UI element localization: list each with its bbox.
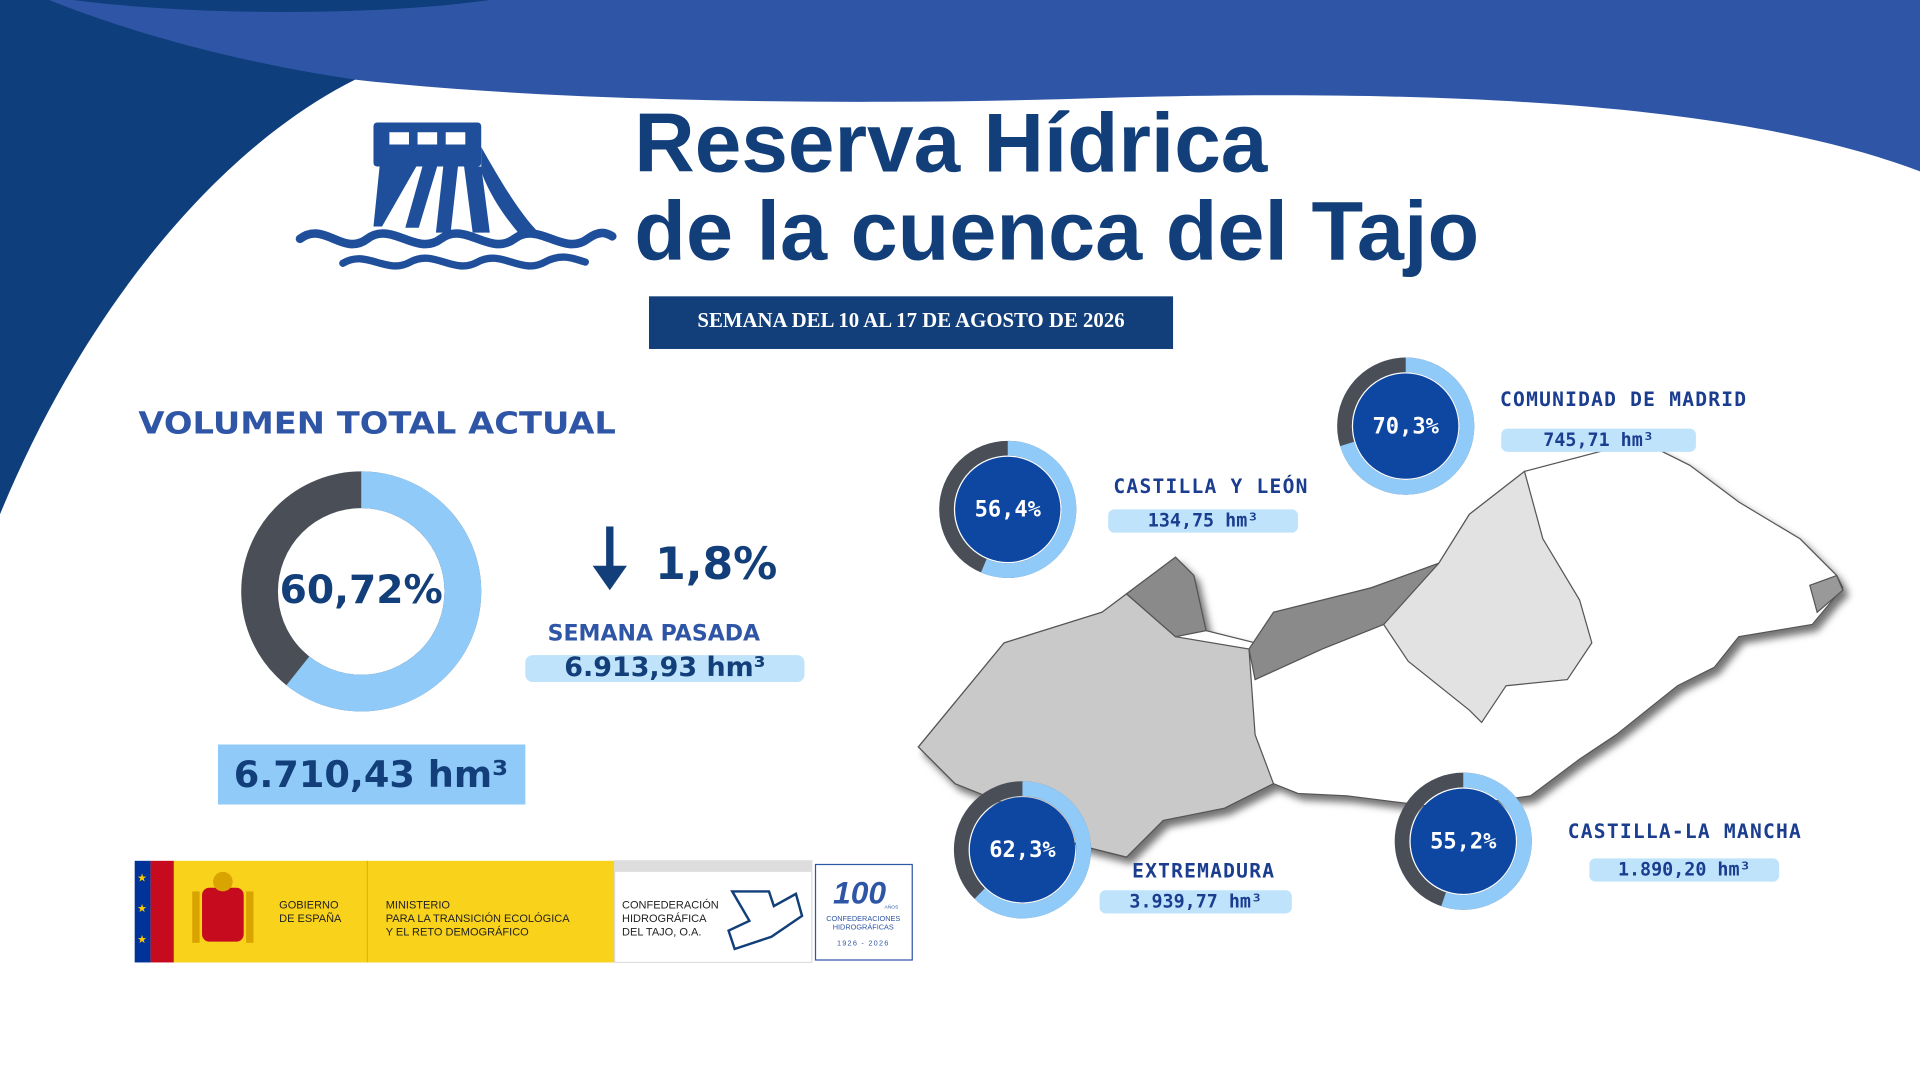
region-name: CASTILLA-LA MANCHA: [1568, 820, 1802, 843]
anniversary-number: 100: [833, 875, 886, 911]
anniversary-line-2: HIDROGRÁFICAS: [833, 922, 894, 931]
ministry-line-1: MINISTERIO: [386, 900, 451, 912]
region-volume-box: [1099, 890, 1292, 914]
background-dark: [0, 0, 392, 515]
confed-line-1: CONFEDERACIÓN: [622, 899, 719, 912]
region-name: EXTREMADURA: [1132, 859, 1275, 882]
region-name: COMUNIDAD DE MADRID: [1500, 388, 1747, 411]
svg-text:★: ★: [137, 903, 147, 915]
ministry-line-2: PARA LA TRANSICIÓN ECOLÓGICA: [386, 912, 571, 925]
gov-line-1: GOBIERNO: [279, 900, 339, 912]
anniversary-line-1: CONFEDERACIONES: [826, 914, 900, 923]
donut-label: 60,72%: [280, 568, 443, 613]
logo-strip: ★ ★ ★: [134, 860, 913, 964]
svg-text:★: ★: [137, 934, 147, 946]
anniversary-years: 1926 - 2026: [837, 938, 890, 947]
previous-volume: 6.913,93 hm³: [564, 652, 765, 683]
donut-center: [1353, 373, 1459, 479]
weekly-change: 1,8%: [655, 539, 777, 590]
donut-arc: [1340, 357, 1475, 495]
confed-line-2: HIDROGRÁFICA: [622, 912, 707, 925]
donut-arc: [286, 471, 482, 712]
anniversary-years-word: AÑOS: [885, 904, 900, 911]
total-volume-box: [217, 744, 526, 805]
donut-label: 56,4%: [975, 498, 1042, 523]
ministry-line-3: Y EL RETO DEMOGRÁFICO: [386, 926, 529, 939]
region-volume: 1.890,20 hm³: [1618, 860, 1751, 881]
title-line-1: Reserva Hídrica: [634, 96, 1268, 189]
map-east-piece: [1809, 574, 1844, 614]
down-arrow: [592, 526, 627, 591]
region-volume-box: [1108, 509, 1298, 533]
region-name: CASTILLA Y LEÓN: [1113, 474, 1308, 498]
svg-text:★: ★: [137, 873, 147, 885]
donut-center: [955, 456, 1061, 563]
donut-arc: [980, 440, 1077, 578]
region-volume: 3.939,77 hm³: [1129, 891, 1262, 912]
donut-label: 55,2%: [1430, 829, 1497, 854]
map-madrid: [1382, 470, 1593, 724]
week-box: [648, 296, 1174, 349]
dam-icon: [295, 122, 617, 270]
region-volume-box: [1501, 428, 1696, 452]
title-line-2: de la cuenca del Tajo: [634, 185, 1479, 278]
donut-arc: [1441, 772, 1532, 910]
donut-center: [969, 797, 1076, 903]
gov-line-2: DE ESPAÑA: [279, 912, 342, 925]
confed-line-3: DEL TAJO, O.A.: [622, 927, 701, 939]
map-castilla-leon-west: [1125, 556, 1207, 638]
total-heading: VOLUMEN TOTAL ACTUAL: [138, 406, 616, 441]
region-volume: 134,75 hm³: [1148, 511, 1259, 532]
background-streak: [73, 0, 490, 12]
previous-volume-box: [525, 655, 805, 683]
background-band: [48, 0, 1920, 172]
region-volume-box: [1589, 858, 1780, 882]
donut-label: 62,3%: [989, 838, 1056, 863]
total-volume: 6.710,43 hm³: [234, 753, 508, 796]
region-volume: 745,71 hm³: [1543, 430, 1654, 451]
previous-week-label: SEMANA PASADA: [548, 621, 760, 646]
donut-arc: [974, 781, 1092, 919]
week-label: SEMANA DEL 10 AL 17 DE AGOSTO DE 2026: [697, 308, 1124, 332]
donut-center: [1410, 788, 1516, 894]
donut-label: 70,3%: [1373, 414, 1440, 439]
